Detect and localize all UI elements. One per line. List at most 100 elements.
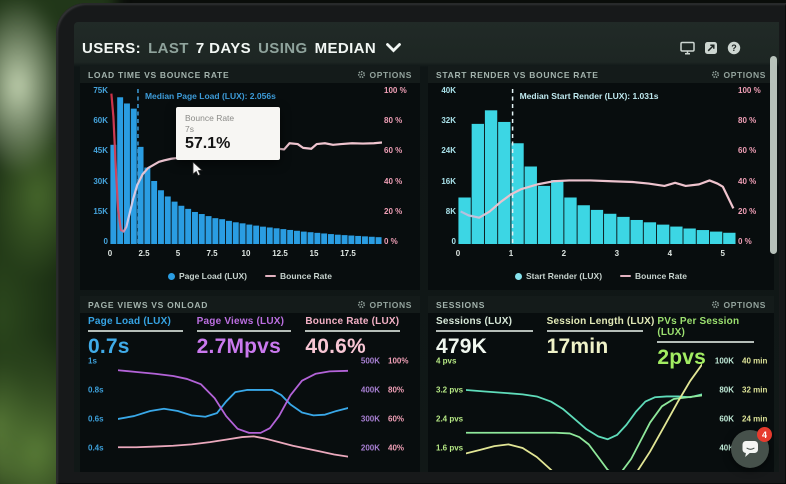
- start-render-chart[interactable]: Median Start Render (LUX): 1.031s 40K 32K 2…: [428, 83, 774, 290]
- series-line: [118, 390, 348, 419]
- axis-tick: 0: [107, 249, 113, 258]
- scrollbar[interactable]: [770, 56, 777, 254]
- axis-tick: 300K: [360, 414, 380, 424]
- options-button[interactable]: OPTIONS: [711, 70, 766, 80]
- axis-tick: 0.8s: [88, 385, 104, 395]
- legend-item[interactable]: Bounce Rate: [620, 271, 687, 281]
- y-axis-left: 1s 0.8s 0.6s 0.4s: [88, 354, 116, 470]
- histogram-bar: [144, 167, 151, 244]
- dashboard-screen: USERS: LAST 7 DAYS USING MEDIAN ? LOAD T…: [74, 22, 779, 472]
- options-button[interactable]: OPTIONS: [357, 300, 412, 310]
- panel-header: PAGE VIEWS VS ONLOAD OPTIONS: [80, 296, 420, 313]
- histogram-bar: [294, 230, 300, 244]
- histogram-bar: [239, 223, 246, 244]
- axis-tick: 0.4s: [88, 443, 104, 453]
- page-title[interactable]: USERS: LAST 7 DAYS USING MEDIAN: [82, 40, 402, 57]
- histogram-bar: [328, 234, 334, 244]
- panel-title: PAGE VIEWS VS ONLOAD: [88, 299, 209, 310]
- histogram-bar: [696, 230, 710, 244]
- axis-tick: 80%: [388, 385, 405, 395]
- histogram-bar: [266, 227, 273, 244]
- options-label: OPTIONS: [369, 299, 412, 310]
- options-label: OPTIONS: [723, 69, 766, 80]
- axis-tick: 80 %: [738, 116, 757, 126]
- axis-tick: 5: [720, 249, 725, 258]
- axis-tick: 200K: [360, 443, 380, 453]
- metric-value: 2.7Mpvs: [196, 335, 281, 358]
- axis-tick: 40%: [388, 443, 405, 453]
- axis-tick: 1s: [88, 356, 97, 366]
- axis-tick: 80 %: [384, 116, 403, 126]
- metric-sessions[interactable]: Sessions (LUX) 479K: [436, 316, 547, 358]
- axis-tick: 40K: [719, 443, 734, 453]
- panel-load-time-vs-bounce-rate: LOAD TIME VS BOUNCE RATE OPTIONS Bounce …: [80, 66, 420, 290]
- metric-label: Page Load (LUX): [88, 316, 172, 327]
- axis-tick: 32 min: [742, 385, 768, 395]
- axis-tick: 1.6 pvs: [436, 443, 464, 453]
- chart-legend: Page Load (LUX) Bounce Rate: [80, 271, 420, 281]
- histogram-bar: [178, 205, 185, 244]
- help-icon[interactable]: ?: [727, 41, 741, 55]
- axis-tick-row: 200K 40%: [352, 443, 418, 452]
- axis-tick: 60 %: [738, 146, 757, 156]
- histogram-bar: [124, 103, 130, 244]
- monitor-bezel: USERS: LAST 7 DAYS USING MEDIAN ? LOAD T…: [56, 3, 786, 484]
- histogram-bar: [458, 197, 471, 244]
- chat-bubble-icon: [742, 441, 758, 457]
- metric-page-load[interactable]: Page Load (LUX) 0.7s: [88, 316, 197, 358]
- axis-tick: 4 pvs: [436, 356, 457, 366]
- histogram-bar: [604, 213, 617, 244]
- options-label: OPTIONS: [723, 299, 766, 310]
- page-views-onload-sparkline[interactable]: 1s 0.8s 0.6s 0.4s 500K 100% 400K 80% 300K 60% 200K…: [80, 354, 420, 470]
- share-icon[interactable]: [704, 41, 718, 55]
- metric-bounce-rate[interactable]: Bounce Rate (LUX) 40.6%: [305, 316, 414, 358]
- axis-tick: 40K: [441, 86, 456, 95]
- metric-label: Page Views (LUX): [196, 316, 285, 327]
- axis-tick-row: 400K 80%: [352, 385, 418, 394]
- axis-tick: 60K: [93, 116, 108, 126]
- metric-page-views[interactable]: Page Views (LUX) 2.7Mpvs: [196, 316, 306, 358]
- histogram-bar: [171, 201, 178, 244]
- legend-item[interactable]: Page Load (LUX): [168, 271, 247, 281]
- axis-tick: 0: [103, 236, 108, 246]
- sessions-sparkline[interactable]: 4 pvs 3.2 pvs 2.4 pvs 1.6 pvs 100K 40 min 80K 3…: [428, 354, 774, 470]
- y-axis-left: 4 pvs 3.2 pvs 2.4 pvs 1.6 pvs: [436, 354, 464, 470]
- options-label: OPTIONS: [369, 69, 412, 80]
- header-toolbar: ?: [680, 41, 741, 55]
- histogram-bar: [590, 209, 604, 244]
- options-button[interactable]: OPTIONS: [711, 300, 766, 310]
- metric-underline: [436, 330, 533, 332]
- axis-tick: 0: [455, 249, 461, 258]
- metric-underline: [196, 330, 292, 332]
- load-time-chart[interactable]: Bounce Rate 7s 57.1% Median Page Load (L…: [80, 83, 420, 290]
- axis-tick: 12.5: [272, 249, 288, 258]
- metric-label: PVs Per Session (LUX): [657, 316, 740, 338]
- options-button[interactable]: OPTIONS: [357, 70, 412, 80]
- axis-tick: 0: [451, 236, 456, 246]
- metrics-row: Sessions (LUX) 479K Session Length (LUX)…: [436, 316, 768, 369]
- metric-session-length[interactable]: Session Length (LUX) 17min: [546, 316, 658, 358]
- y-axis-right: 100 % 80 % 60 % 40 % 20 % 0 %: [384, 86, 416, 246]
- histogram-bar: [564, 197, 577, 244]
- legend-item[interactable]: Bounce Rate: [265, 271, 332, 281]
- histogram-bar: [551, 180, 564, 244]
- axis-tick: 40 min: [742, 356, 768, 366]
- display-icon[interactable]: [680, 41, 695, 55]
- series-line: [466, 395, 702, 470]
- x-axis: 0 2.5 5 7.5 10 12.5 15 17.5: [107, 249, 382, 259]
- metric-pvs-per-session[interactable]: PVs Per Session (LUX) 2pvs: [657, 316, 768, 369]
- axis-tick: 75K: [93, 86, 108, 95]
- legend-item[interactable]: Start Render (LUX): [514, 271, 602, 281]
- legend-label: Bounce Rate: [280, 271, 332, 281]
- panel-title: LOAD TIME VS BOUNCE RATE: [88, 69, 230, 80]
- histogram-bar: [164, 196, 171, 244]
- histogram-bar: [524, 166, 537, 244]
- chevron-down-icon[interactable]: [386, 43, 402, 53]
- axis-tick: 17.5: [340, 249, 356, 258]
- histogram-bar: [232, 222, 239, 244]
- chat-widget-button[interactable]: 4: [731, 427, 772, 468]
- histogram-bar: [471, 123, 484, 244]
- metric-value: 17min: [546, 335, 609, 358]
- axis-tick: 24K: [441, 146, 456, 156]
- tooltip-series: Bounce Rate: [185, 113, 235, 123]
